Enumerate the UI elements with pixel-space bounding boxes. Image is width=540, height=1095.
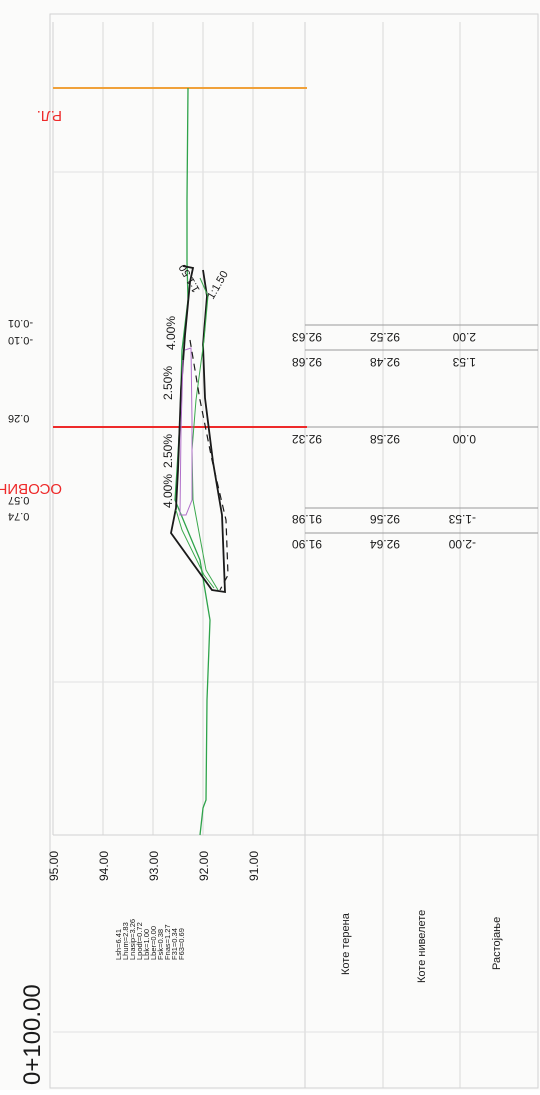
elevation-tick-label: 93.00: [147, 851, 161, 881]
values-table: 91.90 92.64 -2.00 91.98 92.56 -1.53 92.32 92.58…: [292, 330, 476, 551]
subgrade-green: [191, 277, 219, 591]
left-offset-2: 0.57: [8, 494, 29, 506]
table-cell-grade: 92.64: [370, 537, 400, 551]
rp-label: Р.Л.: [37, 107, 62, 124]
elevation-tick-label: 92.00: [197, 851, 211, 881]
parameter-line: Fnas=1.27: [163, 924, 172, 960]
parameters-block: Lsh=6.41Lhum=2.83Lnasip=3.26Lpodt=0.72Lb…: [114, 919, 186, 960]
slope-left-lane: 2.50%: [161, 434, 175, 468]
drawing-frame: [49, 13, 539, 1089]
parameter-line: F63=0.69: [177, 928, 186, 960]
row-label-distance: Растојање: [491, 917, 503, 970]
parameter-line: Lber=0.00: [149, 926, 158, 960]
table-cell-distance: 2.00: [452, 330, 476, 344]
terrain-line: [174, 87, 211, 836]
parameter-line: Lhum=2.83: [121, 922, 130, 960]
slope-embankment-1: 1:1.50: [177, 262, 203, 294]
table-cell-distance: -2.00: [448, 537, 476, 551]
table-cell-terrain: 92.68: [292, 355, 322, 369]
axis-label: ОСОВИНА: [0, 480, 62, 497]
row-label-terrain: Коте терена: [340, 912, 352, 975]
right-offset-1: -0.10: [8, 334, 33, 346]
slope-embankment-2: 1:1.50: [205, 269, 231, 301]
pavement-purple: [179, 347, 193, 516]
parameter-line: Fsk=0.38: [156, 929, 165, 960]
elevation-tick-label: 94.00: [97, 851, 111, 881]
table-markers: [305, 324, 538, 534]
table-cell-distance: 1.53: [452, 355, 476, 369]
elevation-tick-label: 91.00: [247, 851, 261, 881]
table-cell-grade: 92.56: [370, 512, 400, 526]
slope-left-shoulder: 4.00%: [161, 474, 175, 508]
left-offset-1: 0.74: [8, 510, 29, 522]
table-cell-grade: 92.58: [370, 432, 400, 446]
grid: [49, 13, 539, 1089]
table-cell-distance: 0.00: [452, 432, 476, 446]
embankment-outline: [170, 265, 226, 594]
table-cell-terrain: 91.90: [292, 537, 322, 551]
row-label-grade: Коте нивелете: [416, 910, 428, 983]
table-cell-terrain: 92.63: [292, 330, 322, 344]
station-label: 0+100.00: [19, 984, 46, 1085]
embankment-dashed: [189, 339, 229, 591]
parameter-line: F31=0.34: [170, 928, 179, 960]
subgrade-green-2: [175, 509, 215, 589]
elevation-scale: 95.00 94.00 93.00 92.00 91.00: [47, 851, 261, 881]
table-cell-terrain: 91.98: [292, 512, 322, 526]
axis-offset: 0.26: [8, 412, 29, 424]
parameter-line: Lpodt=0.72: [135, 922, 144, 960]
table-cell-distance: -1.53: [448, 512, 476, 526]
parameter-line: Lnasip=3.26: [128, 919, 137, 960]
slope-right-lane: 2.50%: [161, 366, 175, 400]
table-cell-grade: 92.52: [370, 330, 400, 344]
right-offset-2: -0.01: [8, 317, 33, 329]
parameter-line: Lbk=1.00: [142, 929, 151, 960]
elevation-tick-label: 95.00: [47, 851, 61, 881]
table-cell-grade: 92.48: [370, 355, 400, 369]
table-cell-terrain: 92.32: [292, 432, 322, 446]
parameter-line: Lsh=6.41: [114, 929, 123, 960]
slope-right-shoulder: 4.00%: [164, 316, 178, 350]
